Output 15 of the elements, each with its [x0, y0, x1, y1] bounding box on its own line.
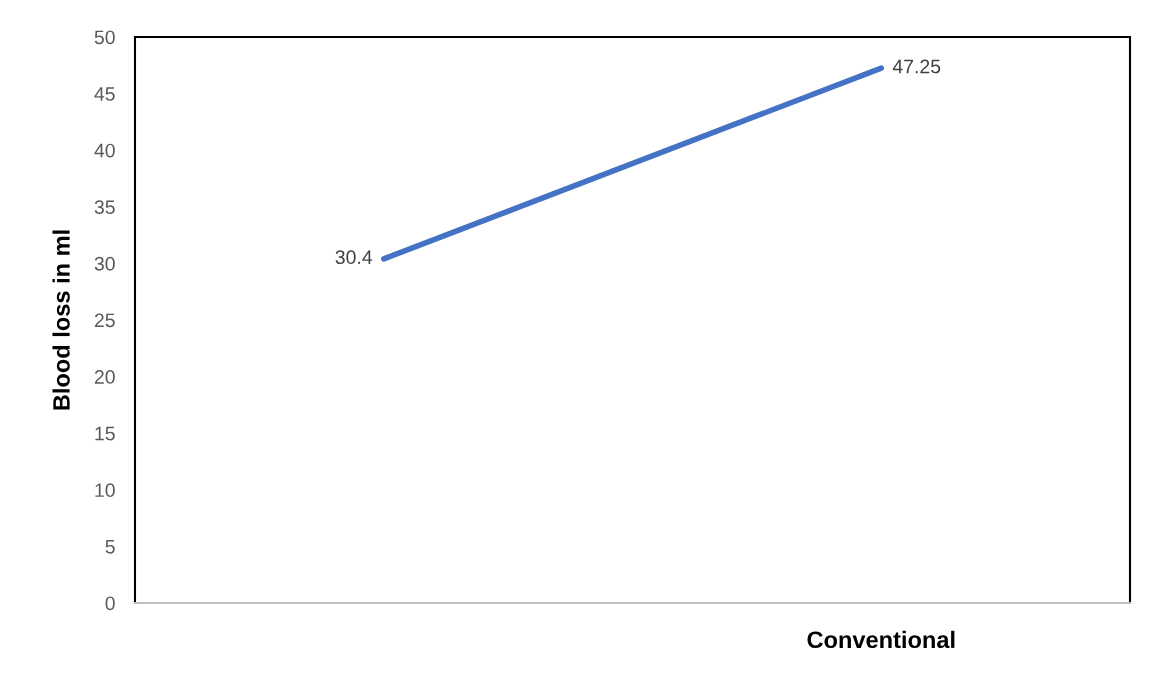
- y-tick-label: 50: [94, 30, 115, 45]
- y-tick-label: 0: [105, 596, 115, 611]
- y-tick-label: 5: [105, 540, 115, 554]
- x-tick-label: Conventional: [807, 630, 955, 649]
- y-tick-label: 10: [95, 483, 115, 498]
- y-tick-label: 40: [94, 143, 115, 158]
- data-label: 30.4: [335, 250, 373, 265]
- y-tick-label: 35: [94, 200, 115, 215]
- y-tick-label: 15: [95, 426, 115, 441]
- data-label: 47.25: [892, 59, 941, 74]
- y-tick-label: 25: [94, 313, 115, 328]
- y-axis-title: Blood loss in ml: [52, 230, 70, 410]
- y-tick-label: 45: [94, 87, 115, 101]
- y-tick-label: 20: [94, 370, 115, 384]
- y-tick-label: 30: [94, 256, 115, 271]
